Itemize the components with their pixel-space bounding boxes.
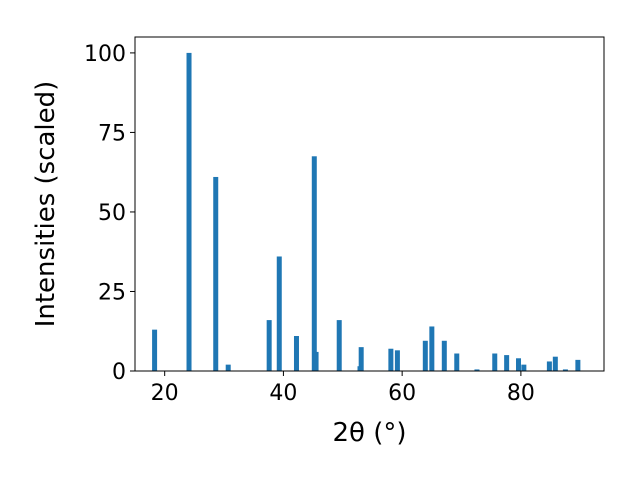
x-tick-label: 60 [388, 381, 416, 406]
y-tick-label: 75 [98, 121, 126, 146]
x-tick-label: 20 [151, 381, 179, 406]
bar-peak-15 [429, 326, 435, 371]
x-tick-label: 40 [269, 381, 297, 406]
bar-peak-23 [546, 361, 552, 371]
bar-peak-25 [562, 369, 568, 371]
bar-peak-20 [504, 355, 510, 371]
y-axis-ticks: 0 25 50 75 100 [84, 42, 135, 385]
y-axis-title: Intensities (scaled) [31, 81, 61, 328]
y-tick-label: 100 [84, 42, 126, 67]
bar-peak-22 [521, 364, 527, 371]
bar-peak-10 [358, 347, 364, 371]
bar-peak-1 [186, 52, 192, 372]
bar-peak-2 [213, 176, 219, 371]
x-tick-label: 80 [507, 381, 535, 406]
bar-peak-14 [422, 340, 428, 371]
bar-peak-4 [266, 320, 272, 371]
bar-peak-12 [388, 348, 394, 371]
bar-peak-11 [357, 366, 363, 371]
bar-peak-16 [441, 340, 447, 371]
bar-peak-7 [311, 156, 317, 371]
bar-peak-8 [313, 351, 319, 371]
bar-peak-24 [552, 356, 558, 371]
x-axis-title: 2θ (°) [332, 418, 406, 448]
bar-peak-17 [454, 353, 460, 371]
bar-peak-13 [394, 350, 400, 371]
bar-peak-21 [516, 358, 522, 371]
bars-layer [152, 52, 581, 372]
bar-peak-3 [225, 364, 231, 371]
bar-peak-6 [293, 336, 299, 371]
x-axis-ticks: 20 40 60 80 [151, 371, 535, 406]
y-tick-label: 50 [98, 201, 126, 226]
y-tick-label: 0 [112, 360, 126, 385]
bar-peak-26 [575, 359, 581, 371]
plot-frame [134, 36, 605, 372]
bar-peak-18 [474, 369, 480, 371]
bar-peak-9 [336, 320, 342, 371]
y-tick-label: 25 [98, 280, 126, 305]
bar-peak-0 [152, 329, 158, 371]
bar-peak-5 [276, 256, 282, 371]
bar-peak-19 [492, 353, 498, 371]
